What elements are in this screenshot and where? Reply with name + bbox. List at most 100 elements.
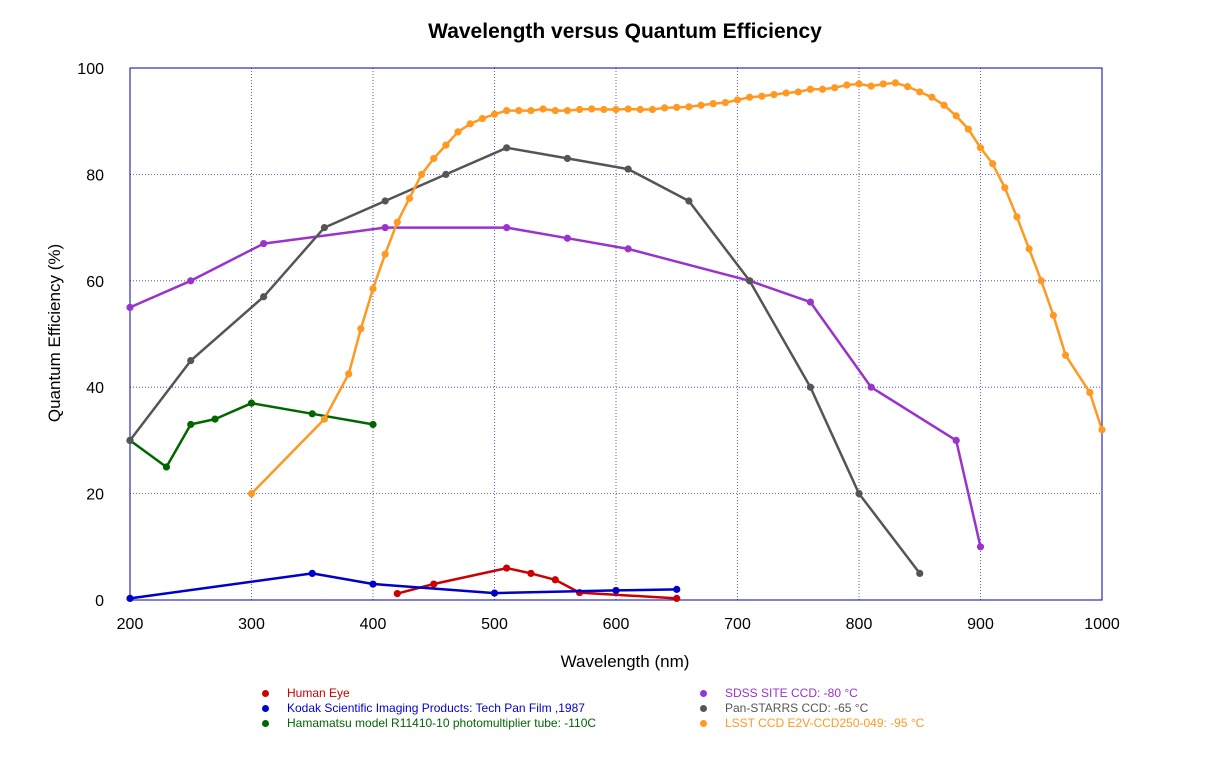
x-tick-label: 900 [967, 616, 994, 633]
series-line [129, 146, 921, 575]
x-tick-label: 800 [846, 616, 873, 633]
data-point [673, 585, 681, 593]
data-point [515, 106, 523, 115]
data-point [770, 91, 778, 99]
series-1 [126, 569, 681, 603]
data-point [709, 100, 717, 108]
data-point [478, 114, 486, 123]
data-point [490, 110, 499, 118]
data-point [1037, 277, 1045, 285]
y-tick-label: 0 [95, 593, 104, 610]
data-point [879, 80, 887, 88]
legend-label: Pan-STARRS CCD: -65 °C [725, 701, 869, 715]
data-point [952, 112, 960, 120]
data-point [758, 92, 766, 100]
data-point [405, 194, 414, 202]
data-point [430, 580, 438, 588]
data-point [673, 594, 681, 603]
data-point [308, 410, 316, 418]
data-point [843, 81, 851, 89]
data-point [806, 383, 815, 391]
legend-label: Human Eye [287, 686, 350, 700]
x-axis-label: Wavelength (nm) [561, 652, 690, 671]
data-point [260, 293, 268, 301]
data-point [539, 105, 547, 113]
data-point [600, 105, 608, 114]
data-point [746, 277, 754, 285]
legend-entry-lsst[interactable]: LSST CCD E2V-CCD250-049: -95 °C [700, 716, 924, 731]
data-point [989, 160, 997, 168]
data-point [1013, 213, 1021, 221]
data-point [1086, 388, 1094, 397]
data-point [527, 569, 535, 578]
data-point [442, 141, 450, 149]
data-point [345, 370, 353, 378]
legend-label: LSST CCD E2V-CCD250-049: -95 °C [725, 716, 925, 730]
data-point [624, 245, 632, 253]
legend-label: SDSS SITE CCD: -80 °C [725, 686, 858, 700]
legend-entry-hamamatsu[interactable]: Hamamatsu model R11410-10 photomultiplie… [262, 716, 596, 731]
data-point [126, 303, 134, 311]
data-point [891, 79, 900, 87]
data-point [904, 83, 912, 91]
data-point [490, 589, 499, 597]
series-line [129, 226, 982, 548]
series-line [250, 81, 1104, 495]
data-point [247, 399, 256, 407]
data-point [685, 103, 693, 111]
data-point [624, 165, 632, 173]
y-tick-label: 80 [86, 167, 104, 184]
legend-entry-kodak[interactable]: Kodak Scientific Imaging Products: Tech … [262, 701, 596, 716]
data-point [393, 218, 401, 226]
data-point [563, 106, 572, 115]
legend-marker [700, 720, 707, 727]
x-tick-label: 400 [360, 616, 387, 633]
data-point [503, 564, 511, 572]
legend-right: SDSS SITE CCD: -80 °C Pan-STARRS CCD: -6… [700, 686, 924, 731]
data-point [855, 80, 863, 88]
legend-entry-sdss[interactable]: SDSS SITE CCD: -80 °C [700, 686, 924, 701]
plot-frame [129, 67, 1103, 601]
data-point [162, 463, 171, 471]
series-layer [126, 79, 1106, 603]
data-point [782, 89, 790, 97]
data-point [563, 234, 572, 242]
data-point [746, 93, 754, 101]
legend-entry-pan-starrs[interactable]: Pan-STARRS CCD: -65 °C [700, 701, 924, 716]
data-point [320, 224, 328, 232]
data-point [624, 105, 632, 113]
data-point [952, 436, 960, 444]
data-point [916, 88, 924, 96]
data-point [916, 569, 924, 578]
data-point [940, 101, 948, 109]
data-point [1061, 351, 1070, 359]
data-point [442, 170, 450, 178]
data-point [503, 224, 511, 232]
x-tick-label: 300 [238, 616, 265, 633]
series-0 [393, 564, 681, 603]
chart-title: Wavelength versus Quantum Efficiency [428, 20, 822, 43]
y-tick-label: 60 [86, 274, 104, 291]
y-tick-label: 20 [86, 487, 104, 504]
data-point [369, 285, 377, 293]
data-point [867, 82, 875, 90]
data-point [976, 144, 985, 152]
legend-left: Human Eye Kodak Scientific Imaging Produ… [262, 686, 596, 731]
data-point [369, 420, 377, 429]
data-point [612, 586, 620, 595]
data-point [393, 590, 401, 598]
data-point [466, 120, 474, 128]
data-point [806, 85, 815, 93]
data-point [563, 154, 572, 163]
data-point [357, 325, 365, 333]
data-point [733, 96, 742, 104]
data-point [806, 298, 815, 306]
data-point [673, 103, 681, 111]
data-point [527, 106, 535, 115]
grid [130, 68, 1102, 600]
data-point [381, 224, 389, 232]
data-point [831, 84, 839, 92]
legend-entry-human-eye[interactable]: Human Eye [262, 686, 596, 701]
legend-marker [262, 690, 269, 697]
data-point [818, 85, 827, 93]
